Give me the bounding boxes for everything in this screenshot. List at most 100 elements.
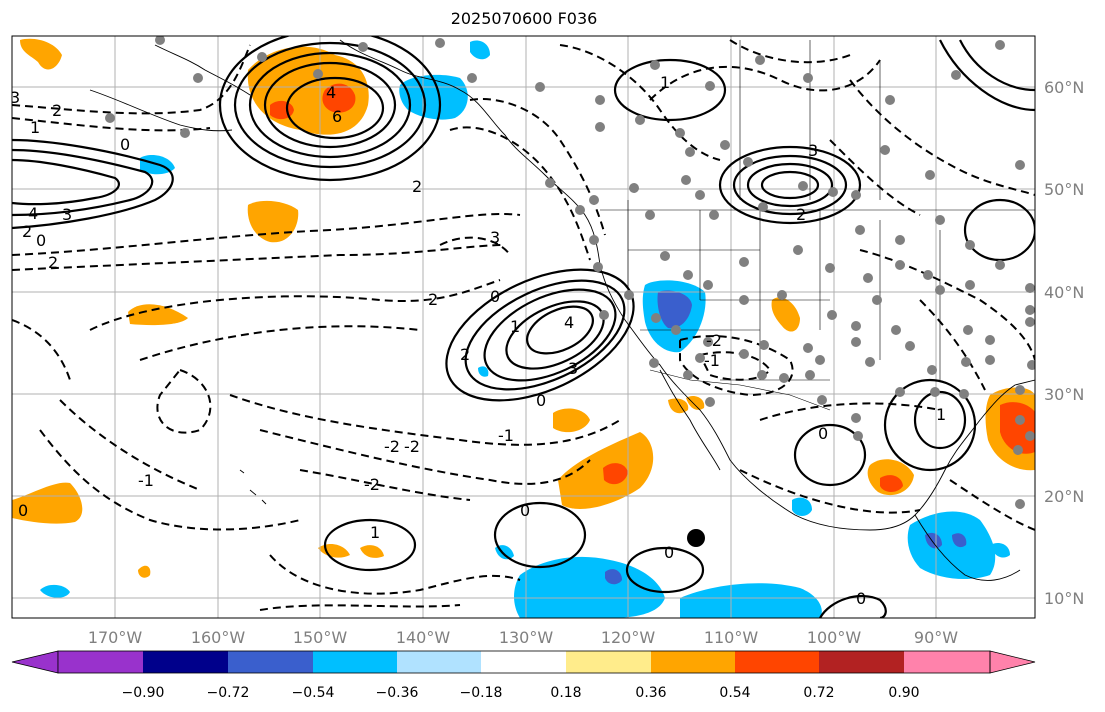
contour-label: 0 bbox=[856, 589, 866, 608]
contour-label: 3 bbox=[568, 359, 578, 378]
shade-blue-hawaii bbox=[40, 584, 70, 598]
colorbar-tick-label: 0.18 bbox=[550, 685, 581, 701]
colorbar-tick-label: −0.54 bbox=[292, 685, 335, 701]
contour-label: 0 bbox=[664, 543, 674, 562]
lon-label: 90°W bbox=[914, 628, 958, 647]
map-frame bbox=[11, 35, 1036, 619]
shade-blue-mex bbox=[792, 497, 812, 516]
positive-contours bbox=[12, 36, 1035, 618]
shade-orange-sw bbox=[686, 396, 705, 410]
contour-label: 6 bbox=[332, 107, 342, 126]
map-background bbox=[12, 36, 1035, 618]
contour-label: 0 bbox=[536, 391, 546, 410]
colorbar-tick-label: −0.72 bbox=[207, 685, 250, 701]
contour-label: 3 bbox=[490, 228, 500, 247]
contour-label: -2 bbox=[706, 331, 722, 350]
contour-label: 0 bbox=[120, 135, 130, 154]
colorbar-tick-label: 0.90 bbox=[888, 685, 919, 701]
colorbar-extend-high bbox=[989, 650, 1036, 674]
shade-orange-nw bbox=[20, 38, 62, 70]
colorbar-segment bbox=[566, 651, 652, 673]
contour-label: 2 bbox=[412, 177, 422, 196]
contour-label: 3 bbox=[62, 205, 72, 224]
colorbar-segment bbox=[58, 651, 144, 673]
colorbar-tick-label: −0.18 bbox=[460, 685, 503, 701]
colorbar-segment bbox=[481, 651, 567, 673]
shade-orange-rockies bbox=[771, 297, 800, 332]
colorbar-segment bbox=[651, 651, 736, 673]
contour-label: 3 bbox=[808, 141, 818, 160]
shade-red-bering bbox=[322, 83, 356, 113]
colorbar: −0.90 −0.72 −0.54 −0.36 −0.18 0.18 0.36 … bbox=[11, 650, 1036, 701]
colorbar-segment bbox=[735, 651, 820, 673]
lon-label: 110°W bbox=[704, 628, 759, 647]
storm-center-marker bbox=[687, 529, 705, 547]
shade-royalblue-central-am2 bbox=[952, 533, 967, 548]
contour-label: 1 bbox=[936, 405, 946, 424]
contour-label: 2 bbox=[460, 345, 470, 364]
lat-label: 60°N bbox=[1044, 78, 1084, 97]
contour-label: 2 bbox=[52, 101, 62, 120]
colorbar-tick-label: −0.36 bbox=[376, 685, 419, 701]
colorbar-segment bbox=[904, 651, 990, 673]
colorbar-segment bbox=[397, 651, 482, 673]
lon-label: 130°W bbox=[499, 628, 554, 647]
colorbar-segment bbox=[313, 651, 398, 673]
colorbar-segment bbox=[228, 651, 314, 673]
shade-orange-small3 bbox=[138, 565, 151, 578]
lon-label: 140°W bbox=[396, 628, 451, 647]
station-markers bbox=[105, 36, 1035, 509]
contour-label: 0 bbox=[520, 501, 530, 520]
contour-label: 2 bbox=[48, 253, 58, 272]
contour-label: 0 bbox=[36, 231, 46, 250]
contour-label: 1 bbox=[510, 317, 520, 336]
shade-blue-baja bbox=[478, 366, 489, 377]
lon-label: 120°W bbox=[601, 628, 656, 647]
positive-anomaly-shading bbox=[12, 38, 1035, 578]
colorbar-tick-label: 0.36 bbox=[635, 685, 666, 701]
shade-orange-central bbox=[128, 304, 188, 326]
contour-label: 4 bbox=[564, 313, 574, 332]
lon-label: 150°W bbox=[293, 628, 348, 647]
shade-red-gulf bbox=[880, 475, 903, 492]
figure-title: 2025070600 F036 bbox=[450, 9, 598, 28]
lon-label: 160°W bbox=[191, 628, 246, 647]
lon-label: 100°W bbox=[807, 628, 862, 647]
colorbar-outline bbox=[57, 650, 991, 674]
colorbar-tick-label: 0.54 bbox=[719, 685, 750, 701]
contour-label: -1 bbox=[138, 471, 154, 490]
lat-label: 20°N bbox=[1044, 487, 1084, 506]
shade-blue-gulf-e bbox=[990, 543, 1010, 558]
contour-label: -1 bbox=[498, 426, 514, 445]
contour-label: -2 bbox=[384, 437, 400, 456]
shade-blue-tropics-e bbox=[680, 583, 822, 618]
lat-label: 30°N bbox=[1044, 385, 1084, 404]
coastlines bbox=[89, 39, 1035, 581]
contour-label: 1 bbox=[30, 118, 40, 137]
contour-label: 0 bbox=[18, 501, 28, 520]
contour-label: -2 bbox=[404, 437, 420, 456]
contour-label: 2 bbox=[22, 222, 32, 241]
shade-red-pac-e bbox=[603, 463, 628, 485]
contour-label: -1 bbox=[704, 351, 720, 370]
shade-orange-hawaii-w bbox=[12, 482, 83, 524]
colorbar-tick-label: −0.90 bbox=[122, 685, 165, 701]
contour-label-layer: 3 2 1 0 4 3 2 0 6 4 2 2 3 0 2 1 2 3 4 3 … bbox=[10, 73, 946, 608]
lat-label: 10°N bbox=[1044, 589, 1084, 608]
shade-royalblue-great-basin bbox=[657, 290, 692, 329]
shade-orange-small2 bbox=[360, 545, 384, 558]
contour-label: -2 bbox=[364, 475, 380, 494]
contour-label: 1 bbox=[660, 73, 670, 92]
colorbar-extend-low bbox=[11, 650, 59, 674]
contour-label: 0 bbox=[818, 424, 828, 443]
shade-blue-central-am bbox=[907, 511, 996, 580]
colorbar-tick-label: 0.72 bbox=[803, 685, 834, 701]
contour-label: 4 bbox=[28, 204, 38, 223]
contour-label: 3 bbox=[10, 88, 20, 107]
lon-label: 170°W bbox=[88, 628, 143, 647]
lat-label: 50°N bbox=[1044, 180, 1084, 199]
contour-label: 1 bbox=[370, 523, 380, 542]
contour-label: 2 bbox=[428, 290, 438, 309]
colorbar-segment bbox=[819, 651, 905, 673]
